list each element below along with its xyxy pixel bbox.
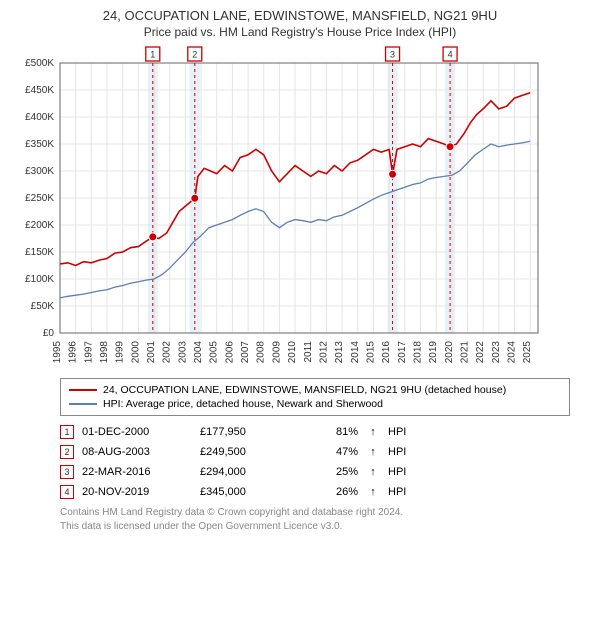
x-tick-label: 2004 [193, 341, 204, 364]
y-tick-label: £100K [25, 274, 54, 285]
arrow-up-icon: ↑ [366, 426, 380, 438]
x-tick-label: 2008 [256, 341, 267, 364]
sale-hpi-label: HPI [388, 486, 418, 498]
x-tick-label: 2023 [491, 341, 502, 364]
chart-title: 24, OCCUPATION LANE, EDWINSTOWE, MANSFIE… [10, 8, 590, 23]
sale-date: 01-DEC-2000 [82, 426, 192, 438]
x-tick-label: 2013 [334, 341, 345, 364]
sale-pct: 47% [298, 446, 358, 458]
sale-pct: 81% [298, 426, 358, 438]
x-tick-label: 2017 [397, 341, 408, 364]
sale-marker-box: 4 [60, 485, 74, 499]
sale-hpi-label: HPI [388, 446, 418, 458]
sale-marker-dot [389, 170, 397, 178]
x-tick-label: 2015 [365, 341, 376, 364]
x-tick-label: 2007 [240, 341, 251, 364]
legend-swatch [69, 403, 97, 405]
chart-svg: £0 £50K £100K £150K £200K £250K £300K £350K £400… [10, 45, 550, 365]
x-tick-label: 2009 [271, 341, 282, 364]
x-tick-label: 2000 [130, 341, 141, 364]
x-tick-label: 1999 [115, 341, 126, 364]
x-tick-label: 2025 [522, 341, 533, 364]
y-tick-label: £0 [43, 328, 55, 339]
x-tick-label: 2012 [318, 341, 329, 364]
sales-row: 1 01-DEC-2000 £177,950 81% ↑ HPI [60, 422, 570, 442]
arrow-up-icon: ↑ [366, 486, 380, 498]
y-tick-label: £300K [25, 166, 54, 177]
footer-line-1: Contains HM Land Registry data © Crown c… [60, 506, 570, 520]
chart-subtitle: Price paid vs. HM Land Registry's House … [10, 25, 590, 39]
sale-pct: 26% [298, 486, 358, 498]
legend-label: 24, OCCUPATION LANE, EDWINSTOWE, MANSFIE… [103, 384, 506, 396]
sale-price: £345,000 [200, 486, 290, 498]
x-tick-label: 2018 [412, 341, 423, 364]
sale-date: 08-AUG-2003 [82, 446, 192, 458]
sale-marker-box: 2 [60, 445, 74, 459]
x-tick-label: 2011 [303, 341, 314, 363]
y-tick-label: £400K [25, 112, 54, 123]
sales-row: 2 08-AUG-2003 £249,500 47% ↑ HPI [60, 442, 570, 462]
sales-table: 1 01-DEC-2000 £177,950 81% ↑ HPI 2 08-AUG-2003 £… [60, 422, 570, 502]
sale-price: £177,950 [200, 426, 290, 438]
x-tick-label: 2021 [459, 341, 470, 364]
x-tick-label: 2014 [350, 341, 361, 364]
arrow-up-icon: ↑ [366, 466, 380, 478]
x-tick-label: 2019 [428, 341, 439, 364]
x-tick-label: 2001 [146, 341, 157, 364]
sales-row: 3 22-MAR-2016 £294,000 25% ↑ HPI [60, 462, 570, 482]
sale-date: 22-MAR-2016 [82, 466, 192, 478]
footer-line-2: This data is licensed under the Open Gov… [60, 520, 570, 534]
y-tick-label: £150K [25, 247, 54, 258]
x-tick-label: 1997 [83, 341, 94, 364]
x-tick-label: 2003 [177, 341, 188, 364]
sale-pct: 25% [298, 466, 358, 478]
legend-swatch [69, 389, 97, 391]
x-tick-label: 2006 [224, 341, 235, 364]
sale-hpi-label: HPI [388, 466, 418, 478]
sale-marker-dot [149, 233, 157, 241]
x-tick-label: 2024 [506, 341, 517, 364]
y-tick-label: £450K [25, 85, 54, 96]
x-tick-label: 2020 [444, 341, 455, 364]
sale-marker-number: 4 [448, 50, 453, 60]
chart-area: £0 £50K £100K £150K £200K £250K £300K £350K £400… [10, 45, 590, 370]
sale-hpi-label: HPI [388, 426, 418, 438]
x-tick-label: 2010 [287, 341, 298, 364]
x-tick-label: 1998 [99, 341, 110, 364]
y-tick-label: £250K [25, 193, 54, 204]
sale-date: 20-NOV-2019 [82, 486, 192, 498]
sale-price: £294,000 [200, 466, 290, 478]
legend-row: 24, OCCUPATION LANE, EDWINSTOWE, MANSFIE… [69, 383, 561, 397]
footer-note: Contains HM Land Registry data © Crown c… [60, 506, 570, 533]
legend-label: HPI: Average price, detached house, Newa… [103, 398, 383, 410]
x-tick-label: 2002 [162, 341, 173, 364]
x-tick-label: 2022 [475, 341, 486, 364]
arrow-up-icon: ↑ [366, 446, 380, 458]
sale-marker-number: 3 [390, 50, 395, 60]
y-tick-label: £200K [25, 220, 54, 231]
x-tick-label: 2016 [381, 341, 392, 364]
y-tick-label: £350K [25, 139, 54, 150]
x-tick-label: 1995 [52, 341, 63, 364]
y-tick-label: £500K [25, 58, 54, 69]
sale-marker-dot [191, 194, 199, 202]
legend-box: 24, OCCUPATION LANE, EDWINSTOWE, MANSFIE… [60, 378, 570, 416]
sales-row: 4 20-NOV-2019 £345,000 26% ↑ HPI [60, 482, 570, 502]
legend-row: HPI: Average price, detached house, Newa… [69, 397, 561, 411]
sale-marker-number: 1 [150, 50, 155, 60]
x-tick-label: 2005 [209, 341, 220, 364]
x-tick-label: 1996 [68, 341, 79, 364]
sale-marker-dot [446, 143, 454, 151]
sale-marker-box: 1 [60, 425, 74, 439]
sale-marker-number: 2 [192, 50, 197, 60]
page-container: 24, OCCUPATION LANE, EDWINSTOWE, MANSFIE… [0, 0, 600, 620]
sale-marker-box: 3 [60, 465, 74, 479]
sale-price: £249,500 [200, 446, 290, 458]
title-block: 24, OCCUPATION LANE, EDWINSTOWE, MANSFIE… [10, 8, 590, 39]
y-tick-label: £50K [31, 301, 55, 312]
